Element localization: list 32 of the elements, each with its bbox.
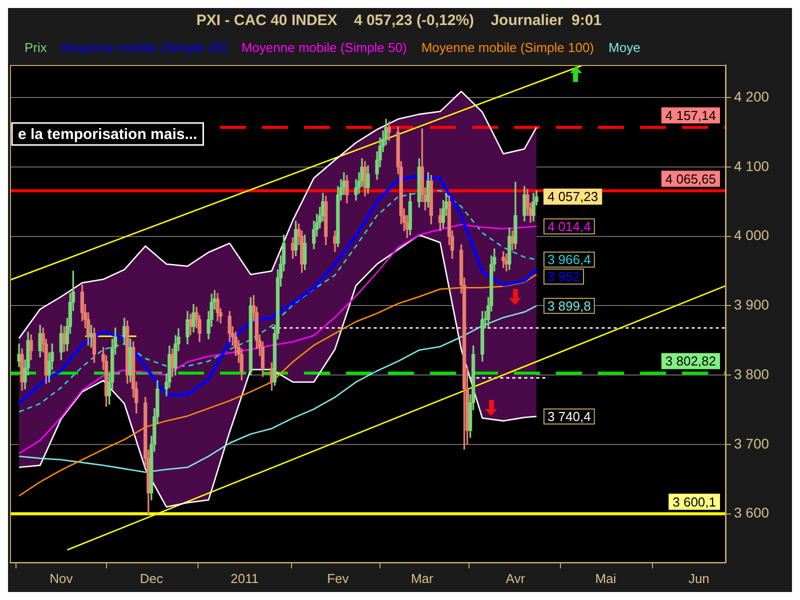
- text: Moye: [608, 40, 640, 56]
- x-tick-label: Mai: [595, 570, 616, 586]
- y-tick-label: 4 000: [734, 227, 770, 244]
- y-tick-label: 3 700: [734, 435, 770, 452]
- x-tick-label: Nov: [50, 570, 74, 586]
- y-tick-label: 4 200: [734, 88, 770, 104]
- ref-line-label: 3 600,1: [672, 494, 716, 510]
- x-tick-label: Mar: [410, 570, 434, 586]
- y-tick-label: 3 600: [734, 504, 770, 521]
- text: Prix: [24, 40, 48, 56]
- x-tick-label: Jun: [688, 570, 710, 586]
- chart-title: PXI - CAC 40 INDEX 4 057,23 (-0,12%) Journalier 9:01: [196, 12, 602, 30]
- text: Moyenne mobile (Simple 20): [61, 40, 227, 56]
- data-label: 4 014,4: [547, 218, 591, 234]
- ref-line-label: 3 802,82: [665, 354, 716, 369]
- y-tick-label: 4 100: [734, 158, 770, 174]
- ref-line-label: 4 065,65: [665, 171, 716, 186]
- data-label: 3 952: [547, 269, 580, 284]
- x-tick-label: Avr: [506, 570, 526, 586]
- text: 4 057,23: [547, 189, 598, 204]
- x-tick-label: Dec: [140, 570, 164, 586]
- ref-line-label: 4 157,14: [665, 108, 716, 123]
- x-tick-label: Fev: [327, 570, 350, 586]
- data-label: 3 899,8: [547, 298, 591, 314]
- text: Moyenne mobile (Simple 50): [241, 40, 407, 56]
- x-tick-label: 2011: [230, 570, 259, 586]
- data-label: 3 966,4: [547, 252, 591, 268]
- annotation: 3 740,4: [547, 409, 591, 424]
- y-tick-label: 3 900: [734, 296, 770, 313]
- text: Moyenne mobile (Simple 100): [421, 40, 594, 56]
- annotation: e la temporisation mais...: [18, 126, 198, 144]
- y-tick-label: 3 800: [734, 366, 770, 382]
